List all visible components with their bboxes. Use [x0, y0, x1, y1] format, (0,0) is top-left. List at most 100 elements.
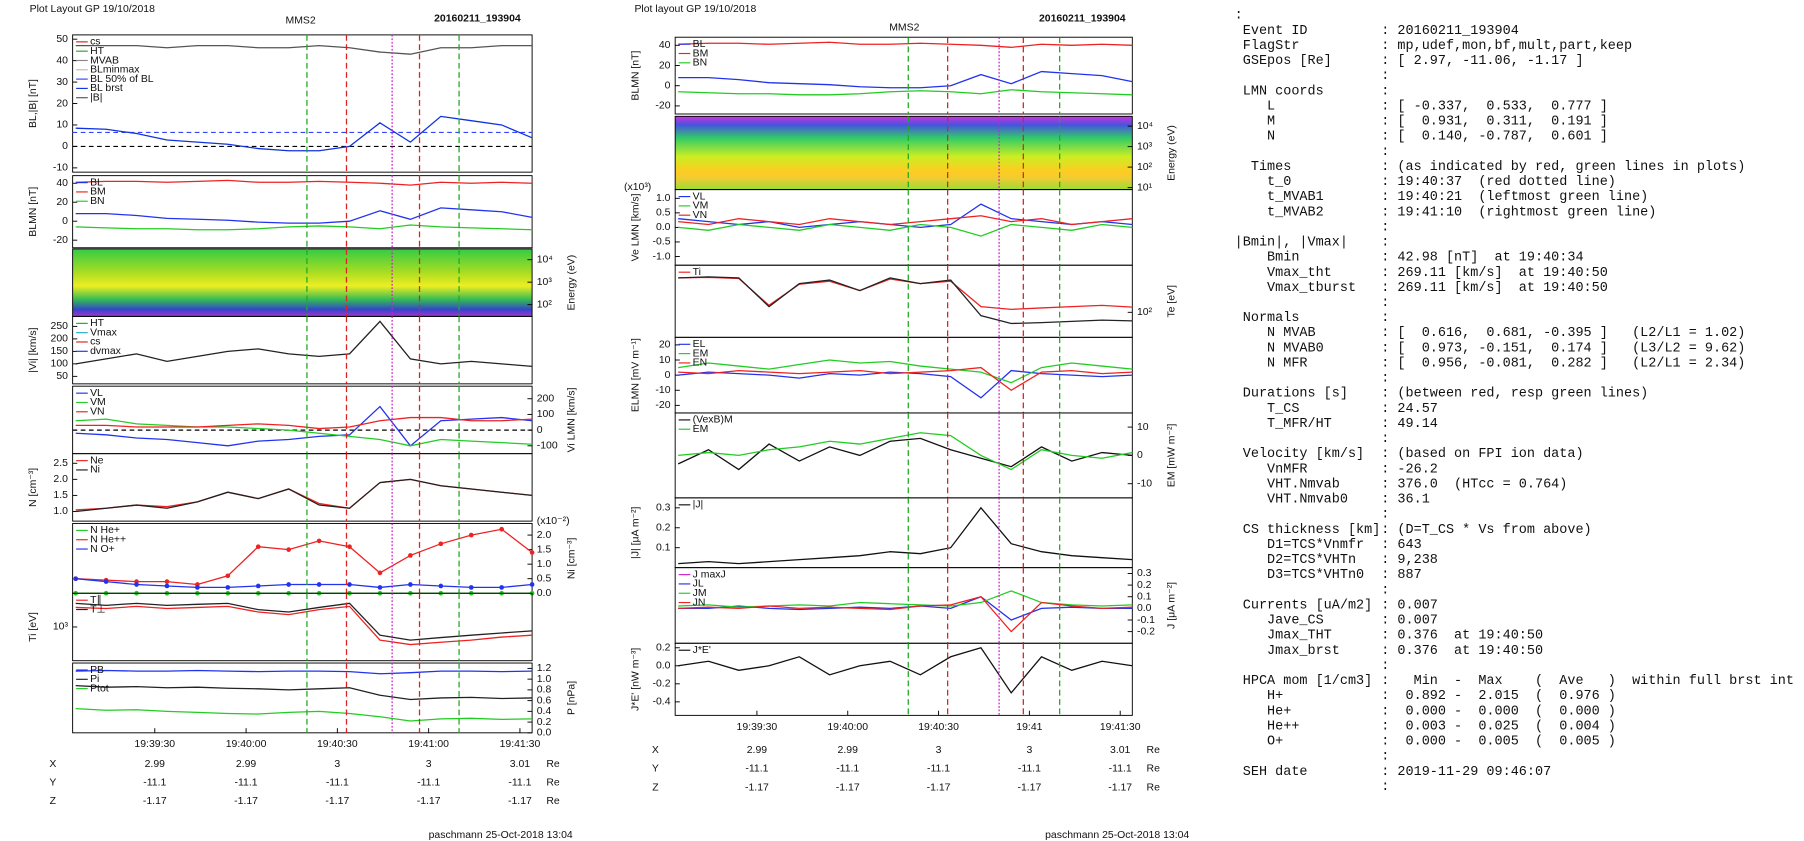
legend-label: VN: [90, 407, 105, 418]
ephem-value: -1.17: [417, 796, 441, 807]
panel-frame: [72, 662, 533, 734]
summary-key: D2=TCS*VHTn: [1235, 553, 1356, 568]
y-tick-label: -0.4: [653, 697, 671, 708]
x-tick-label: 19:41:30: [500, 739, 541, 750]
summary-value: :: [1381, 236, 1389, 251]
summary-key: T_MFR/HT: [1235, 417, 1332, 432]
y-tick-label: 1.0: [537, 559, 552, 570]
summary-value: : 9,238: [1381, 553, 1438, 568]
legend-label: J*E': [693, 645, 711, 656]
x-tick-label: 19:40:00: [226, 739, 267, 750]
ephem-value: -1.17: [234, 796, 258, 807]
data-point: [134, 582, 139, 587]
ephem-unit: Re: [1147, 764, 1161, 775]
ephem-value: 3: [1026, 745, 1032, 756]
ephem-label: Z: [50, 796, 57, 807]
y-tick-label: 1.0: [656, 193, 671, 204]
data-line: [678, 432, 1133, 471]
spectrogram: [675, 116, 1133, 190]
summary-value: : 0.007: [1381, 614, 1438, 629]
legend-label: VN: [693, 210, 708, 221]
data-point: [468, 585, 474, 590]
y-tick-label: 0.0: [656, 661, 671, 672]
ephem-value: 2.99: [145, 759, 166, 770]
y-tick-label: 10³: [53, 622, 69, 633]
y-tick-label: 100: [51, 359, 69, 370]
y-tick-label: 0.1: [1137, 591, 1152, 602]
y-tick-label: 20: [659, 60, 671, 71]
legend-label: JN: [693, 597, 706, 608]
legend-label: EM: [693, 348, 709, 359]
summary-key: t_MVAB2: [1235, 205, 1324, 220]
ephem-value: -11.1: [927, 764, 950, 775]
y-tick-label: 20: [56, 98, 68, 109]
data-line: [678, 366, 1133, 392]
summary-value: : [ 2.97, -11.06, -1.17 ]: [1381, 54, 1583, 69]
ephem-value: -1.17: [508, 796, 532, 807]
y-tick-label: 0.6: [537, 695, 552, 706]
summary-value: : 0.003 - 0.025 ( 0.004 ): [1381, 719, 1616, 734]
summary-key: N MFR: [1235, 356, 1308, 371]
legend-label: VM: [693, 201, 709, 212]
y-tick-label: 1.5: [53, 490, 68, 501]
data-point: [529, 582, 535, 587]
summary-key: He+: [1235, 704, 1292, 719]
ephem-unit: Re: [546, 778, 560, 789]
summary-value: : mp,udef,mon,bf,mult,part,keep: [1381, 39, 1632, 54]
y-tick-label: -10: [655, 385, 670, 396]
data-line: [678, 223, 1133, 237]
ephem-unit: Re: [546, 796, 560, 807]
y-tick-label: -0.1: [1137, 615, 1155, 626]
legend-label: PB: [90, 665, 104, 676]
data-line: [678, 276, 1133, 325]
y-tick-label: -20: [655, 400, 670, 411]
data-line: [75, 669, 533, 675]
legend-label: |J|: [693, 500, 704, 511]
footer: paschmann 25-Oct-2018 13:04: [429, 830, 573, 841]
x-tick-label: 19:39:30: [134, 739, 175, 750]
data-point: [286, 547, 291, 552]
y-tick-label: 10: [659, 355, 671, 366]
summary-value: : (D=T_CS * Vs from above): [1381, 523, 1591, 538]
summary-value: : [ 0.140, -0.787, 0.601 ]: [1381, 130, 1608, 145]
legend-label: VL: [693, 191, 706, 202]
data-point: [255, 544, 261, 550]
summary-key: Times: [1235, 160, 1292, 175]
data-point: [347, 544, 352, 550]
summary-value: :: [1381, 311, 1389, 326]
legend-label: J maxJ: [693, 569, 726, 580]
legend-label: Vmax: [90, 327, 117, 338]
data-line: [75, 478, 533, 513]
summary-value: : (as indicated by red, green lines in p…: [1381, 160, 1745, 175]
legend-label: cs: [90, 337, 100, 348]
y-tick-label: 2.0: [537, 530, 552, 541]
data-line: [678, 203, 1133, 229]
data-line: [75, 207, 533, 224]
y-tick-label: -20: [53, 235, 68, 246]
legend-label: (VexB)M: [693, 415, 733, 426]
summary-value: : 42.98 [nT] at 19:40:34: [1381, 251, 1583, 266]
summary-value: : 19:40:21 (leftmost green line): [1381, 190, 1648, 205]
summary-key: FlagStr: [1235, 39, 1300, 54]
y-tick-label: 20: [56, 197, 68, 208]
y-tick-label: 150: [51, 346, 69, 357]
legend-label: BL 50% of BL: [90, 74, 154, 85]
y-tick-label: 40: [56, 55, 68, 66]
summary-key: SEH date: [1235, 765, 1308, 780]
y-axis-label: EM [mW m⁻²]: [1167, 424, 1178, 488]
panel-frame: [72, 34, 533, 173]
y-tick-label: -10: [53, 163, 68, 174]
ephem-value: 3.01: [510, 759, 531, 770]
data-line: [75, 528, 533, 586]
legend-label: Ni: [90, 465, 100, 476]
x-tick-label: 19:41: [1016, 722, 1042, 733]
summary-key: N MVAB: [1235, 326, 1316, 341]
footer: paschmann 25-Oct-2018 13:04: [1045, 830, 1189, 841]
axis-note: (x10⁻²): [537, 516, 570, 527]
summary-value: : 269.11 [km/s] at 19:40:50: [1381, 281, 1608, 296]
y-tick-label: 100: [537, 409, 555, 420]
y-tick-label: 30: [56, 77, 68, 88]
ephem-value: -11.1: [235, 778, 258, 789]
summary-value: : 36.1: [1381, 493, 1430, 508]
